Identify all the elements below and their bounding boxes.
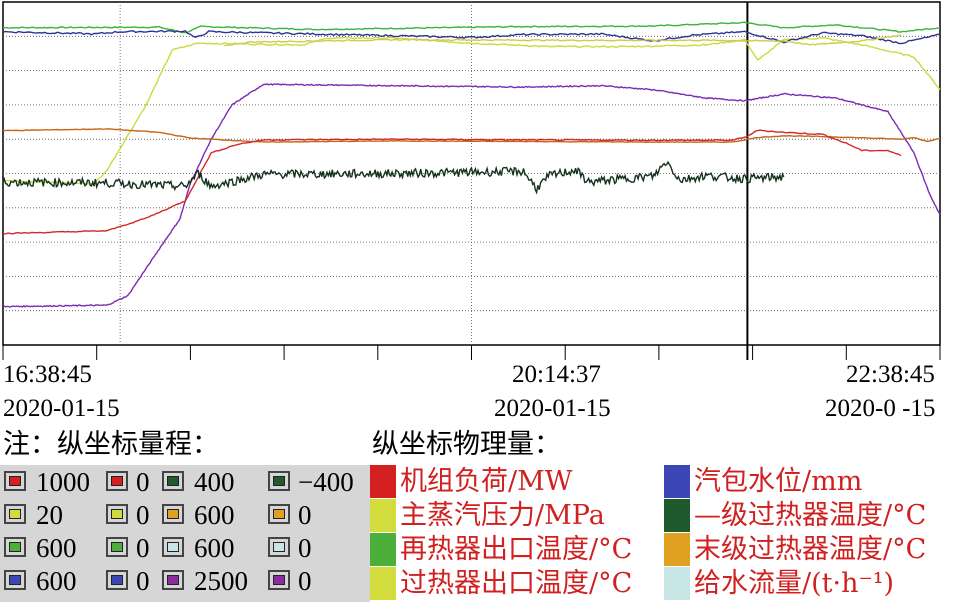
- legend-label: 末级过热器温度/°C: [694, 534, 927, 565]
- series-line-7: [2, 160, 785, 195]
- scale-color-chip: [273, 476, 285, 486]
- scale-row: 600 0 2500 0: [0, 564, 370, 597]
- series-line-6: [2, 129, 902, 235]
- legend-label: 机组负荷/MW: [400, 466, 573, 497]
- scale-max-value: 20: [36, 500, 63, 530]
- scale-max-swatch: [162, 570, 184, 590]
- legend-swatch: [370, 567, 396, 600]
- chart-series: [2, 21, 941, 308]
- scale-row: 1000 0 400 −400: [0, 465, 370, 498]
- series-line-3: [223, 34, 902, 47]
- scale-min-value: −400: [298, 467, 354, 497]
- scale-max-value: 1000: [36, 467, 90, 497]
- scale-max-swatch: [4, 537, 26, 557]
- series-line-5: [3, 128, 941, 144]
- scale-max-swatch: [4, 504, 26, 524]
- legend-label: 主蒸汽压力/MPa: [400, 500, 605, 531]
- series-line-4: [2, 83, 941, 308]
- scale-min-swatch: [106, 570, 128, 590]
- scale-min-swatch: [106, 504, 128, 524]
- scale-color-chip: [273, 575, 285, 585]
- scale-max-swatch: [162, 504, 184, 524]
- scale-color-chip: [9, 476, 21, 486]
- scale-max-value: 400: [194, 467, 235, 497]
- scale-color-chip: [9, 542, 21, 552]
- scale-color-chip: [167, 509, 179, 519]
- scale-min-value: 0: [136, 467, 150, 497]
- scale-color-chip: [167, 476, 179, 486]
- scale-header: 注：纵坐标量程：: [3, 429, 219, 460]
- scale-color-chip: [273, 509, 285, 519]
- scale-row: 600 0 600 0: [0, 531, 370, 564]
- legend-swatch: [370, 533, 396, 566]
- scale-panel: 1000 0 400 −400 20 0 600 0 600 0 600 0 600 0 2500 0: [0, 465, 370, 602]
- trend-chart: [2, 1, 941, 360]
- scale-max-value: 600: [36, 533, 77, 563]
- scale-min-swatch: [268, 504, 290, 524]
- chart-grid: [2, 1, 941, 360]
- legend-label: 给水流量/(t·h⁻¹): [694, 568, 895, 599]
- scale-color-chip: [111, 509, 123, 519]
- series-line-1: [2, 36, 941, 185]
- series-line-0: [2, 21, 941, 34]
- scale-color-chip: [9, 509, 21, 519]
- legend-label: 过热器出口温度/°C: [400, 568, 633, 599]
- scale-max-value: 600: [194, 533, 235, 563]
- series-line-2: [2, 29, 941, 45]
- scale-max-swatch: [162, 471, 184, 491]
- scale-color-chip: [111, 575, 123, 585]
- end-date-label: 2020-0 -15: [825, 395, 936, 422]
- scale-max-value: 600: [36, 566, 77, 596]
- legend-swatch: [664, 465, 690, 498]
- legend-swatch: [370, 465, 396, 498]
- start-date-label: 2020-01-15: [3, 395, 120, 422]
- legend-label: 再热器出口温度/°C: [400, 534, 633, 565]
- scale-color-chip: [167, 575, 179, 585]
- scale-min-value: 0: [298, 566, 312, 596]
- scale-min-swatch: [268, 537, 290, 557]
- scale-min-value: 0: [298, 500, 312, 530]
- legend-swatch: [664, 533, 690, 566]
- legend-swatch: [664, 567, 690, 600]
- scale-color-chip: [9, 575, 21, 585]
- mid-time-label: 20:14:37: [512, 361, 601, 388]
- scale-max-swatch: [4, 471, 26, 491]
- scale-min-value: 0: [136, 500, 150, 530]
- mid-date-label: 2020-01-15: [494, 395, 611, 422]
- legend-header: 纵坐标物理量：: [372, 429, 561, 460]
- scale-color-chip: [111, 476, 123, 486]
- scale-min-value: 0: [298, 533, 312, 563]
- legend-swatch: [664, 499, 690, 532]
- scale-min-value: 0: [136, 533, 150, 563]
- scale-min-value: 0: [136, 566, 150, 596]
- scale-max-swatch: [4, 570, 26, 590]
- scale-min-swatch: [268, 570, 290, 590]
- scale-color-chip: [273, 542, 285, 552]
- scale-row: 20 0 600 0: [0, 498, 370, 531]
- scale-min-swatch: [106, 471, 128, 491]
- scale-min-swatch: [106, 537, 128, 557]
- end-time-label: 22:38:45: [846, 361, 935, 388]
- legend-label: —级过热器温度/°C: [694, 500, 927, 531]
- scale-color-chip: [111, 542, 123, 552]
- legend-label: 汽包水位/mm: [694, 466, 863, 497]
- scale-max-value: 2500: [194, 566, 248, 596]
- scale-color-chip: [167, 542, 179, 552]
- scale-min-swatch: [268, 471, 290, 491]
- start-time-label: 16:38:45: [3, 361, 92, 388]
- legend-swatch: [370, 499, 396, 532]
- scale-max-swatch: [162, 537, 184, 557]
- scale-max-value: 600: [194, 500, 235, 530]
